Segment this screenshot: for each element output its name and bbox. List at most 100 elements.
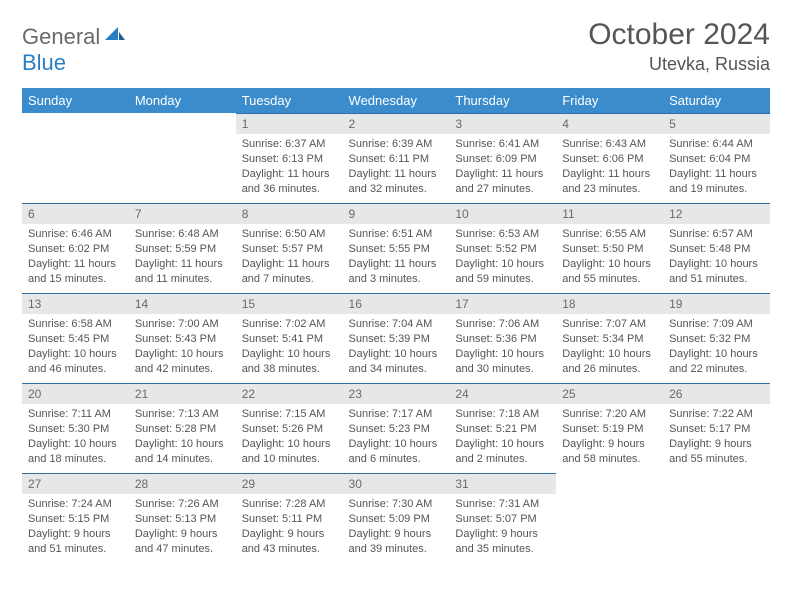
calendar-row: 13Sunrise: 6:58 AMSunset: 5:45 PMDayligh…: [22, 293, 770, 383]
calendar-row: 27Sunrise: 7:24 AMSunset: 5:15 PMDayligh…: [22, 473, 770, 563]
calendar-cell: 16Sunrise: 7:04 AMSunset: 5:39 PMDayligh…: [343, 293, 450, 383]
sunrise-line: Sunrise: 7:06 AM: [455, 317, 550, 332]
sunrise-line: Sunrise: 6:43 AM: [562, 137, 657, 152]
day-body: Sunrise: 7:02 AMSunset: 5:41 PMDaylight:…: [236, 314, 343, 380]
day-number: 20: [22, 383, 129, 404]
calendar-cell: 9Sunrise: 6:51 AMSunset: 5:55 PMDaylight…: [343, 203, 450, 293]
daylight-line: Daylight: 9 hours and 55 minutes.: [669, 437, 764, 467]
day-body: Sunrise: 6:46 AMSunset: 6:02 PMDaylight:…: [22, 224, 129, 290]
sunrise-line: Sunrise: 7:24 AM: [28, 497, 123, 512]
calendar-cell: 30Sunrise: 7:30 AMSunset: 5:09 PMDayligh…: [343, 473, 450, 563]
calendar-cell: 13Sunrise: 6:58 AMSunset: 5:45 PMDayligh…: [22, 293, 129, 383]
sunrise-line: Sunrise: 6:50 AM: [242, 227, 337, 242]
calendar-cell: 3Sunrise: 6:41 AMSunset: 6:09 PMDaylight…: [449, 113, 556, 203]
daylight-line: Daylight: 10 hours and 55 minutes.: [562, 257, 657, 287]
calendar-cell: 14Sunrise: 7:00 AMSunset: 5:43 PMDayligh…: [129, 293, 236, 383]
sunset-line: Sunset: 5:09 PM: [349, 512, 444, 527]
day-number: 30: [343, 473, 450, 494]
month-title: October 2024: [588, 18, 770, 52]
sunrise-line: Sunrise: 7:26 AM: [135, 497, 230, 512]
sunrise-line: Sunrise: 7:09 AM: [669, 317, 764, 332]
day-number: 8: [236, 203, 343, 224]
sunset-line: Sunset: 6:09 PM: [455, 152, 550, 167]
sunset-line: Sunset: 5:13 PM: [135, 512, 230, 527]
day-number: 11: [556, 203, 663, 224]
sunrise-line: Sunrise: 6:58 AM: [28, 317, 123, 332]
day-body: Sunrise: 6:44 AMSunset: 6:04 PMDaylight:…: [663, 134, 770, 200]
day-body: Sunrise: 7:11 AMSunset: 5:30 PMDaylight:…: [22, 404, 129, 470]
day-body: Sunrise: 7:15 AMSunset: 5:26 PMDaylight:…: [236, 404, 343, 470]
day-body: Sunrise: 7:20 AMSunset: 5:19 PMDaylight:…: [556, 404, 663, 470]
day-number: 7: [129, 203, 236, 224]
day-number: 14: [129, 293, 236, 314]
daylight-line: Daylight: 11 hours and 3 minutes.: [349, 257, 444, 287]
sunrise-line: Sunrise: 7:17 AM: [349, 407, 444, 422]
sunset-line: Sunset: 5:57 PM: [242, 242, 337, 257]
day-number: 15: [236, 293, 343, 314]
calendar-cell: 18Sunrise: 7:07 AMSunset: 5:34 PMDayligh…: [556, 293, 663, 383]
sunrise-line: Sunrise: 6:53 AM: [455, 227, 550, 242]
day-number: 23: [343, 383, 450, 404]
sunrise-line: Sunrise: 7:18 AM: [455, 407, 550, 422]
calendar-cell: 15Sunrise: 7:02 AMSunset: 5:41 PMDayligh…: [236, 293, 343, 383]
sunset-line: Sunset: 5:26 PM: [242, 422, 337, 437]
daylight-line: Daylight: 10 hours and 46 minutes.: [28, 347, 123, 377]
sunset-line: Sunset: 5:17 PM: [669, 422, 764, 437]
logo-text: General Blue: [22, 22, 126, 76]
calendar-row: 1Sunrise: 6:37 AMSunset: 6:13 PMDaylight…: [22, 113, 770, 203]
calendar-cell: 17Sunrise: 7:06 AMSunset: 5:36 PMDayligh…: [449, 293, 556, 383]
sunset-line: Sunset: 5:30 PM: [28, 422, 123, 437]
daylight-line: Daylight: 10 hours and 6 minutes.: [349, 437, 444, 467]
sunrise-line: Sunrise: 6:55 AM: [562, 227, 657, 242]
daylight-line: Daylight: 10 hours and 22 minutes.: [669, 347, 764, 377]
sunset-line: Sunset: 6:02 PM: [28, 242, 123, 257]
sunset-line: Sunset: 5:45 PM: [28, 332, 123, 347]
sunset-line: Sunset: 5:15 PM: [28, 512, 123, 527]
daylight-line: Daylight: 9 hours and 43 minutes.: [242, 527, 337, 557]
day-number: 18: [556, 293, 663, 314]
day-number: 19: [663, 293, 770, 314]
day-number: 5: [663, 113, 770, 134]
sunrise-line: Sunrise: 6:51 AM: [349, 227, 444, 242]
sunrise-line: Sunrise: 6:44 AM: [669, 137, 764, 152]
daylight-line: Daylight: 9 hours and 51 minutes.: [28, 527, 123, 557]
day-body: Sunrise: 7:30 AMSunset: 5:09 PMDaylight:…: [343, 494, 450, 560]
calendar-cell: 11Sunrise: 6:55 AMSunset: 5:50 PMDayligh…: [556, 203, 663, 293]
day-number: 2: [343, 113, 450, 134]
sunset-line: Sunset: 6:06 PM: [562, 152, 657, 167]
daylight-line: Daylight: 9 hours and 47 minutes.: [135, 527, 230, 557]
daylight-line: Daylight: 10 hours and 2 minutes.: [455, 437, 550, 467]
sunrise-line: Sunrise: 7:04 AM: [349, 317, 444, 332]
daylight-line: Daylight: 10 hours and 38 minutes.: [242, 347, 337, 377]
sunset-line: Sunset: 5:36 PM: [455, 332, 550, 347]
header: General Blue October 2024 Utevka, Russia: [22, 18, 770, 76]
sunrise-line: Sunrise: 7:20 AM: [562, 407, 657, 422]
calendar-cell: 22Sunrise: 7:15 AMSunset: 5:26 PMDayligh…: [236, 383, 343, 473]
day-body: Sunrise: 7:17 AMSunset: 5:23 PMDaylight:…: [343, 404, 450, 470]
day-body: Sunrise: 7:22 AMSunset: 5:17 PMDaylight:…: [663, 404, 770, 470]
calendar-cell: 1Sunrise: 6:37 AMSunset: 6:13 PMDaylight…: [236, 113, 343, 203]
sunset-line: Sunset: 5:34 PM: [562, 332, 657, 347]
day-number: 26: [663, 383, 770, 404]
calendar-cell: 27Sunrise: 7:24 AMSunset: 5:15 PMDayligh…: [22, 473, 129, 563]
day-number: 22: [236, 383, 343, 404]
daylight-line: Daylight: 10 hours and 59 minutes.: [455, 257, 550, 287]
calendar-cell: 31Sunrise: 7:31 AMSunset: 5:07 PMDayligh…: [449, 473, 556, 563]
daylight-line: Daylight: 10 hours and 51 minutes.: [669, 257, 764, 287]
day-body: Sunrise: 6:43 AMSunset: 6:06 PMDaylight:…: [556, 134, 663, 200]
calendar-cell: [663, 473, 770, 563]
sunrise-line: Sunrise: 7:31 AM: [455, 497, 550, 512]
day-body: Sunrise: 6:37 AMSunset: 6:13 PMDaylight:…: [236, 134, 343, 200]
sunrise-line: Sunrise: 7:28 AM: [242, 497, 337, 512]
sunset-line: Sunset: 5:28 PM: [135, 422, 230, 437]
sail-icon: [104, 24, 126, 50]
weekday-header: Wednesday: [343, 88, 450, 113]
sunset-line: Sunset: 5:52 PM: [455, 242, 550, 257]
calendar-cell: [129, 113, 236, 203]
sunrise-line: Sunrise: 6:57 AM: [669, 227, 764, 242]
sunrise-line: Sunrise: 6:48 AM: [135, 227, 230, 242]
day-number: 21: [129, 383, 236, 404]
daylight-line: Daylight: 11 hours and 36 minutes.: [242, 167, 337, 197]
calendar-row: 6Sunrise: 6:46 AMSunset: 6:02 PMDaylight…: [22, 203, 770, 293]
day-number: 29: [236, 473, 343, 494]
